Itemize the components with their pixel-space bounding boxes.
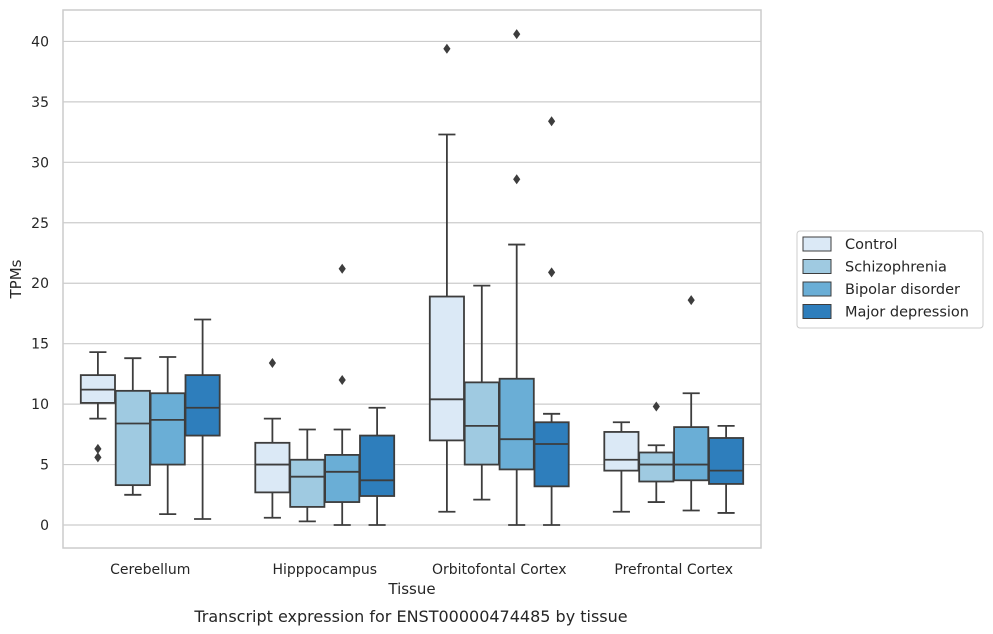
x-tick-label: Hipppocampus [272,562,377,578]
box-control [79,351,116,463]
box-major-depression [184,318,221,520]
box-major-depression [708,424,745,514]
x-tick-label: Orbitofontal Cortex [432,562,567,578]
legend-swatch [802,259,832,274]
box-iqr [498,377,535,471]
chart-caption: Transcript expression for ENST0000047448… [193,607,627,626]
y-tick-label: 40 [31,34,49,50]
x-tick-label: Prefrontal Cortex [614,562,733,578]
x-tick-label: Cerebellum [110,562,190,578]
x-tick-labels: Cerebellum Hipppocampus Orbitofontal Corte… [110,562,733,578]
box-iqr [289,458,326,508]
box-iqr [254,441,291,494]
box-iqr [638,451,675,483]
box-control [254,358,291,519]
legend-label: Bipolar disorder [845,282,960,298]
outlier-point [338,374,346,385]
y-tick-label: 35 [31,95,49,111]
legend-label: Schizophrenia [845,260,947,276]
outlier-point [94,443,102,454]
box-bipolar-disorder [673,295,710,512]
box-iqr [428,295,465,442]
box-schizophrenia [114,357,151,496]
box-iqr [324,454,361,503]
y-tick-label: 10 [31,397,49,413]
y-tick-label: 0 [40,518,49,534]
outlier-point [268,358,276,369]
y-tick-label: 5 [40,458,49,474]
legend-label: Control [845,237,897,253]
y-tick-labels: 0 5 10 15 20 25 30 35 40 [31,34,49,534]
outlier-point [94,452,102,463]
y-tick-label: 30 [31,155,49,171]
legend-frame [796,230,984,329]
outlier-point [338,263,346,274]
box-iqr [673,426,710,482]
box-iqr [533,421,570,488]
legend-swatch [802,304,832,319]
legend-label: Major depression [845,305,969,321]
x-axis-label: Tissue [387,580,435,598]
outlier-point [513,29,521,40]
outlier-point [548,267,556,278]
legend-swatch [802,281,832,297]
box-iqr [463,381,500,466]
box-groups [79,29,745,526]
box-bipolar-disorder [149,356,186,516]
outlier-point [513,174,521,185]
box-iqr [114,389,151,487]
box-iqr [184,374,221,437]
box-major-depression [359,406,396,526]
plot-frame [62,9,762,549]
box-major-depression [533,116,570,526]
box-schizophrenia [463,284,500,501]
box-iqr [603,431,640,472]
y-tick-label: 20 [31,276,49,292]
box-iqr [708,437,745,485]
box-iqr [149,392,186,466]
y-tick-label: 15 [31,337,49,353]
legend: Control Schizophrenia Bipolar disorder Majo… [796,230,984,329]
box-iqr [359,434,396,497]
outlier-point [652,401,660,412]
outlier-point [687,295,695,306]
box-bipolar-disorder [498,29,535,526]
outlier-point [443,43,451,54]
legend-swatch [802,236,832,252]
outlier-point [548,116,556,127]
box-control [603,421,640,513]
box-control [428,43,465,513]
y-tick-label: 25 [31,216,49,232]
y-axis-label: TPMs [7,259,25,299]
